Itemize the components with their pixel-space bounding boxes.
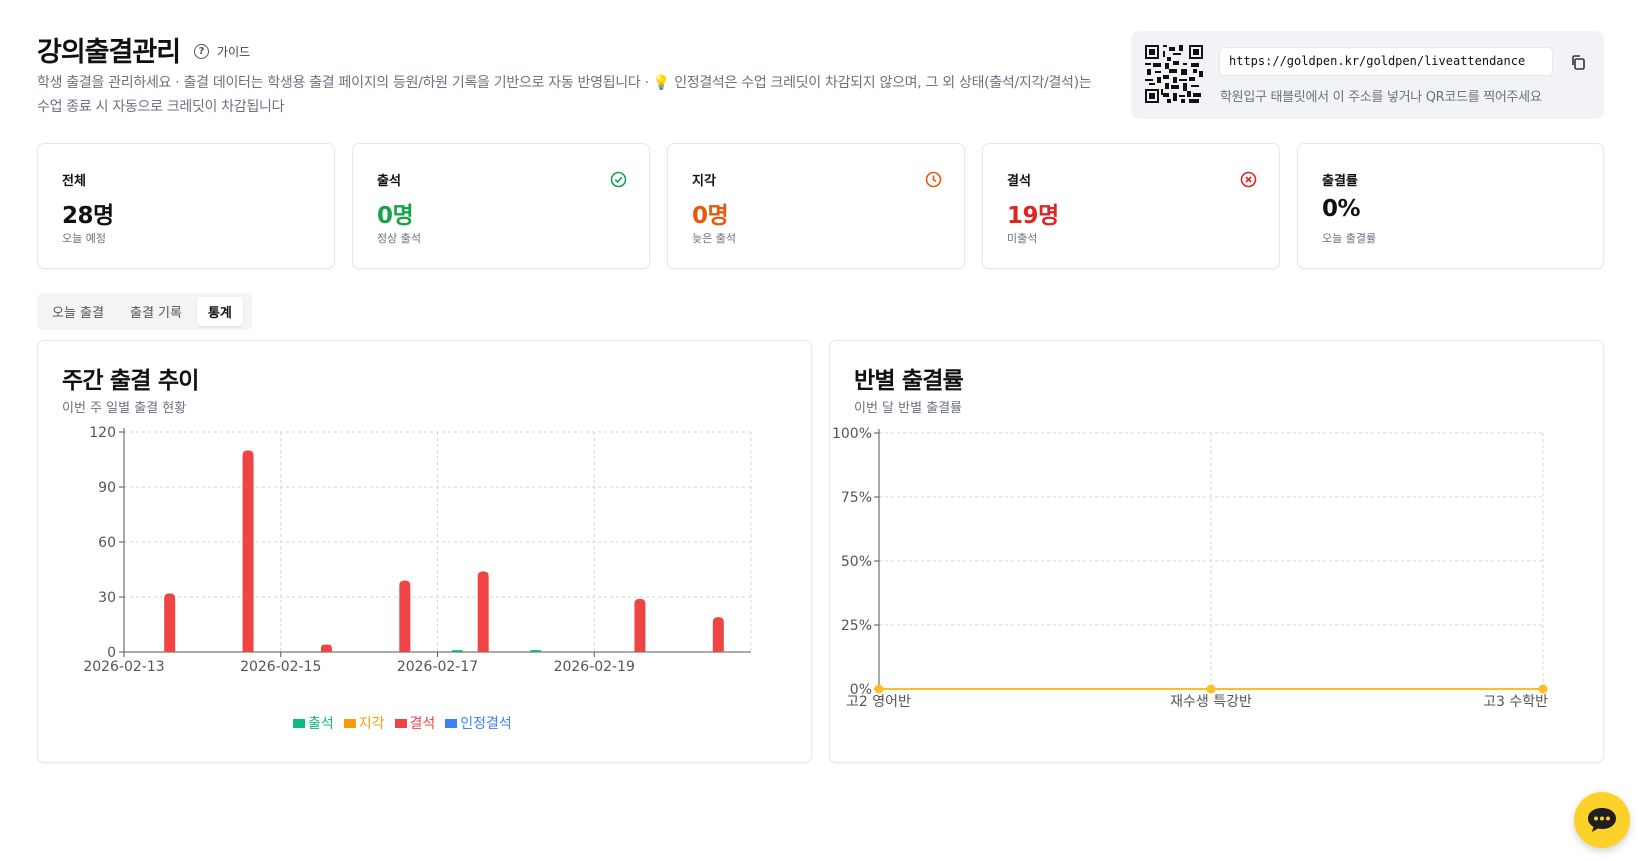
check-circle-icon: [610, 171, 627, 188]
legend-item-absent[interactable]: 결석: [394, 713, 436, 733]
legend-item-late[interactable]: 지각: [343, 713, 385, 733]
x-tick-label: 2026-02-19: [554, 659, 635, 675]
guide-button[interactable]: ? 가이드: [194, 43, 250, 60]
y-tick-label: 0%: [850, 682, 872, 698]
y-tick-label: 0: [107, 645, 116, 661]
stat-label: 결석: [1007, 174, 1031, 189]
legend-swatch: [343, 718, 356, 728]
y-tick-label: 25%: [841, 618, 872, 634]
stat-label: 전체: [62, 174, 86, 189]
y-tick-label: 90: [98, 480, 116, 496]
weekly-chart: 0 30 60 90 120 2026-02-13 2026-02-15 2026-02-17…: [83, 425, 752, 675]
class-rate-title: 반별 출결률: [854, 368, 964, 394]
stat-sub: 미출석: [1007, 232, 1038, 245]
data-point: [874, 684, 884, 694]
legend-label: 지각: [358, 716, 385, 732]
stat-card-late: 지각 0명 늦은 출석: [667, 143, 965, 269]
bar: [399, 580, 411, 652]
guide-label: 가이드: [217, 45, 251, 59]
stat-card-absent: 결석 19명 미출석: [982, 143, 1280, 269]
chat-bubble-icon: [1588, 808, 1616, 832]
page-title: 강의출결관리: [37, 37, 181, 68]
weekly-chart-subtitle: 이번 주 일별 출결 현황: [62, 401, 187, 416]
y-tick-label: 100%: [832, 426, 872, 442]
x-tick-label: 고3 수학반: [1483, 694, 1548, 710]
title-row: 강의출결관리 ? 가이드: [37, 30, 250, 69]
class-rate-panel: 반별 출결률 이번 달 반별 출결률 0% 25% 50% 75% 100% 고2 영어반…: [829, 340, 1604, 763]
legend-label: 결석: [409, 716, 436, 732]
y-tick-label: 75%: [841, 490, 872, 506]
copy-icon[interactable]: [1568, 52, 1590, 74]
weekly-chart-panel: 주간 출결 추이 이번 주 일별 출결 현황 0 30 60 90 120 2026-02…: [37, 340, 812, 763]
legend-label: 출석: [308, 716, 334, 732]
qr-panel: https://goldpen.kr/goldpen/liveattendanc…: [1131, 31, 1604, 119]
x-circle-icon: [1240, 171, 1257, 188]
x-tick-label: 2026-02-13: [83, 659, 164, 675]
stat-value: 0명: [692, 203, 729, 229]
stat-value: 19명: [1007, 203, 1059, 229]
stat-value: 0명: [377, 203, 414, 229]
legend-item-present[interactable]: 출석: [293, 713, 334, 733]
legend-label: 인정결석: [460, 716, 512, 732]
qr-code-icon: [1145, 45, 1203, 103]
y-tick-label: 60: [98, 535, 116, 551]
x-tick-label: 재수생 특강반: [1170, 694, 1252, 710]
stat-card-present: 출석 0명 정상 출석: [352, 143, 650, 269]
x-tick-label: 2026-02-15: [240, 659, 321, 675]
bar: [477, 571, 489, 652]
help-circle-icon: ?: [194, 44, 210, 59]
x-tick-label: 2026-02-17: [397, 659, 478, 675]
x-tick-label: 고2 영어반: [846, 694, 911, 710]
bar: [242, 450, 254, 652]
weekly-chart-title: 주간 출결 추이: [62, 368, 199, 394]
bar: [451, 650, 463, 652]
stat-value: 28명: [62, 203, 114, 229]
bar: [530, 650, 542, 652]
y-tick-label: 120: [89, 425, 116, 441]
y-tick-label: 50%: [841, 554, 872, 570]
attendance-url-field[interactable]: https://goldpen.kr/goldpen/liveattendanc…: [1219, 47, 1553, 76]
view-tabs: 오늘 출결 출결 기록 통계: [37, 293, 252, 330]
page-description: 학생 출결을 관리하세요 · 출결 데이터는 학생용 출결 페이지의 등원/하원…: [37, 75, 1092, 115]
bar: [712, 617, 724, 652]
data-point: [1206, 684, 1216, 694]
data-point: [1538, 684, 1548, 694]
clock-icon: [925, 171, 942, 188]
stat-label: 출결률: [1322, 174, 1358, 189]
y-tick-label: 30: [98, 590, 116, 606]
stat-label: 지각: [692, 174, 716, 189]
class-rate-chart: 0% 25% 50% 75% 100% 고2 영어반 재수생 특강반 고3 수학반: [832, 426, 1548, 710]
legend-swatch: [293, 718, 305, 728]
class-rate-subtitle: 이번 달 반별 출결률: [854, 401, 963, 416]
stat-sub: 오늘 예정: [62, 232, 106, 245]
stat-card-total: 전체 28명 오늘 예정: [37, 143, 335, 269]
legend-swatch: [445, 718, 458, 728]
chat-button[interactable]: [1574, 792, 1630, 848]
stat-value: 0%: [1322, 196, 1361, 222]
stat-sub: 늦은 출석: [692, 232, 736, 245]
stat-card-rate: 출결률 0% 오늘 출결률: [1297, 143, 1604, 269]
stat-label: 출석: [377, 174, 401, 189]
bar: [164, 593, 176, 652]
stat-sub: 오늘 출결률: [1322, 232, 1377, 245]
legend-swatch: [394, 718, 407, 728]
tab-today[interactable]: 오늘 출결: [52, 306, 104, 321]
bar: [320, 644, 332, 652]
weekly-chart-legend: 출석 지각 결석 인정결석: [293, 713, 512, 733]
tab-statistics[interactable]: 통계: [196, 297, 243, 326]
legend-item-excused[interactable]: 인정결석: [445, 713, 512, 733]
tab-history[interactable]: 출결 기록: [129, 306, 182, 321]
stat-sub: 정상 출석: [377, 232, 421, 245]
qr-hint: 학원입구 태블릿에서 이 주소를 넣거나 QR코드를 찍어주세요: [1220, 90, 1542, 105]
bar: [634, 598, 646, 652]
